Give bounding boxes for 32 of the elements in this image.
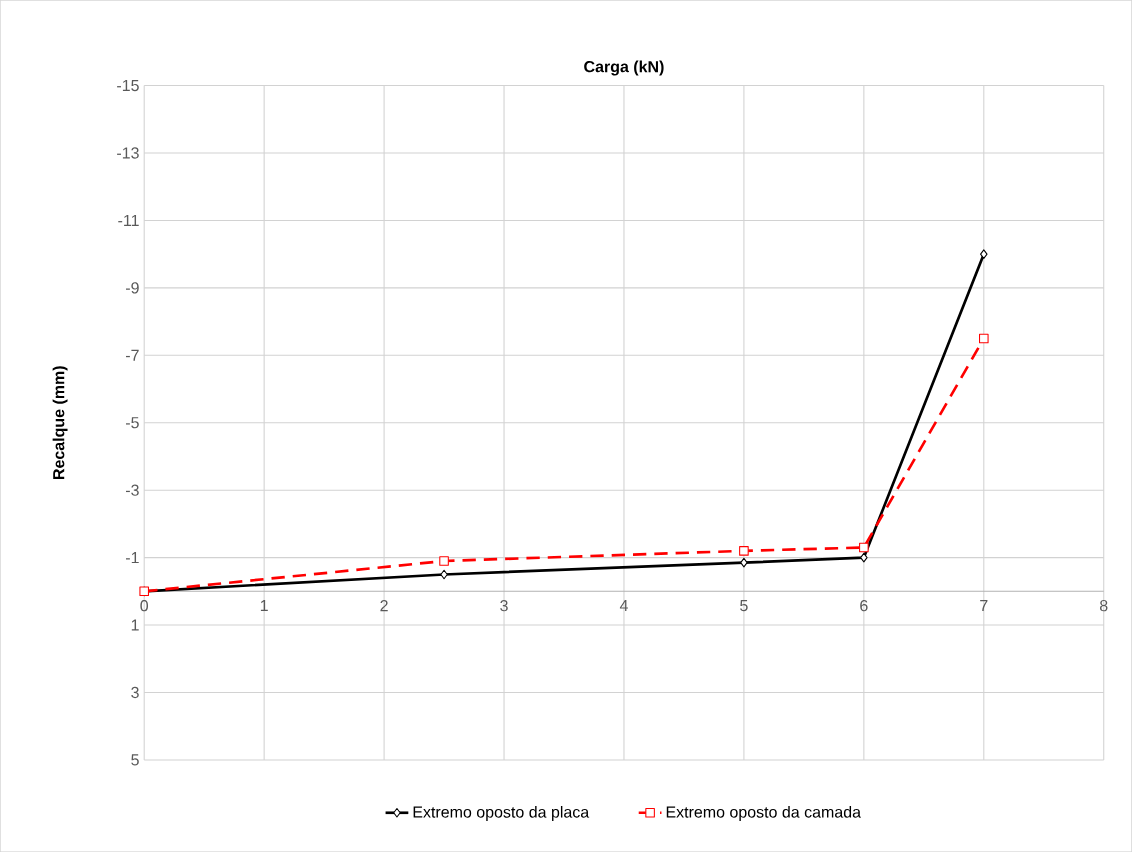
legend-label: Extremo oposto da camada [666, 805, 861, 821]
x-tick-label: 6 [860, 599, 868, 612]
y-tick-label: -1 [125, 552, 139, 564]
x-tick-label: 0 [140, 599, 149, 612]
x-tick-label: 2 [380, 599, 388, 612]
y-tick-label: -5 [125, 417, 139, 429]
point [860, 552, 868, 563]
x-tick-label: 5 [740, 599, 748, 612]
y-tick-label: -7 [125, 349, 139, 361]
x-tick-label: 8 [1099, 599, 1108, 612]
point [739, 545, 749, 556]
x-tick-label: 4 [619, 599, 628, 611]
y-tick-label: 5 [131, 754, 139, 766]
y-axis-title: Recalque (mm) [52, 366, 68, 479]
x-tick-label: 1 [260, 599, 268, 611]
y-tick-label: 1 [131, 619, 139, 631]
legend-label: Extremo oposto da placa [413, 805, 590, 821]
y-tick-label: -9 [125, 282, 139, 294]
y-tick-label: -15 [117, 79, 139, 92]
y-tick-label: -3 [125, 484, 139, 496]
point [979, 333, 989, 344]
x-tick-label: 3 [500, 599, 508, 612]
point [740, 557, 748, 568]
point [439, 556, 449, 566]
y-tick-label: -11 [118, 214, 139, 226]
point [859, 542, 869, 553]
x-tick-label: 7 [980, 599, 988, 611]
chart-title: Carga (kN) [584, 60, 664, 76]
y-tick-label: -13 [117, 147, 139, 159]
y-tick-label: 3 [131, 686, 139, 699]
point [980, 249, 988, 259]
point [440, 569, 448, 580]
